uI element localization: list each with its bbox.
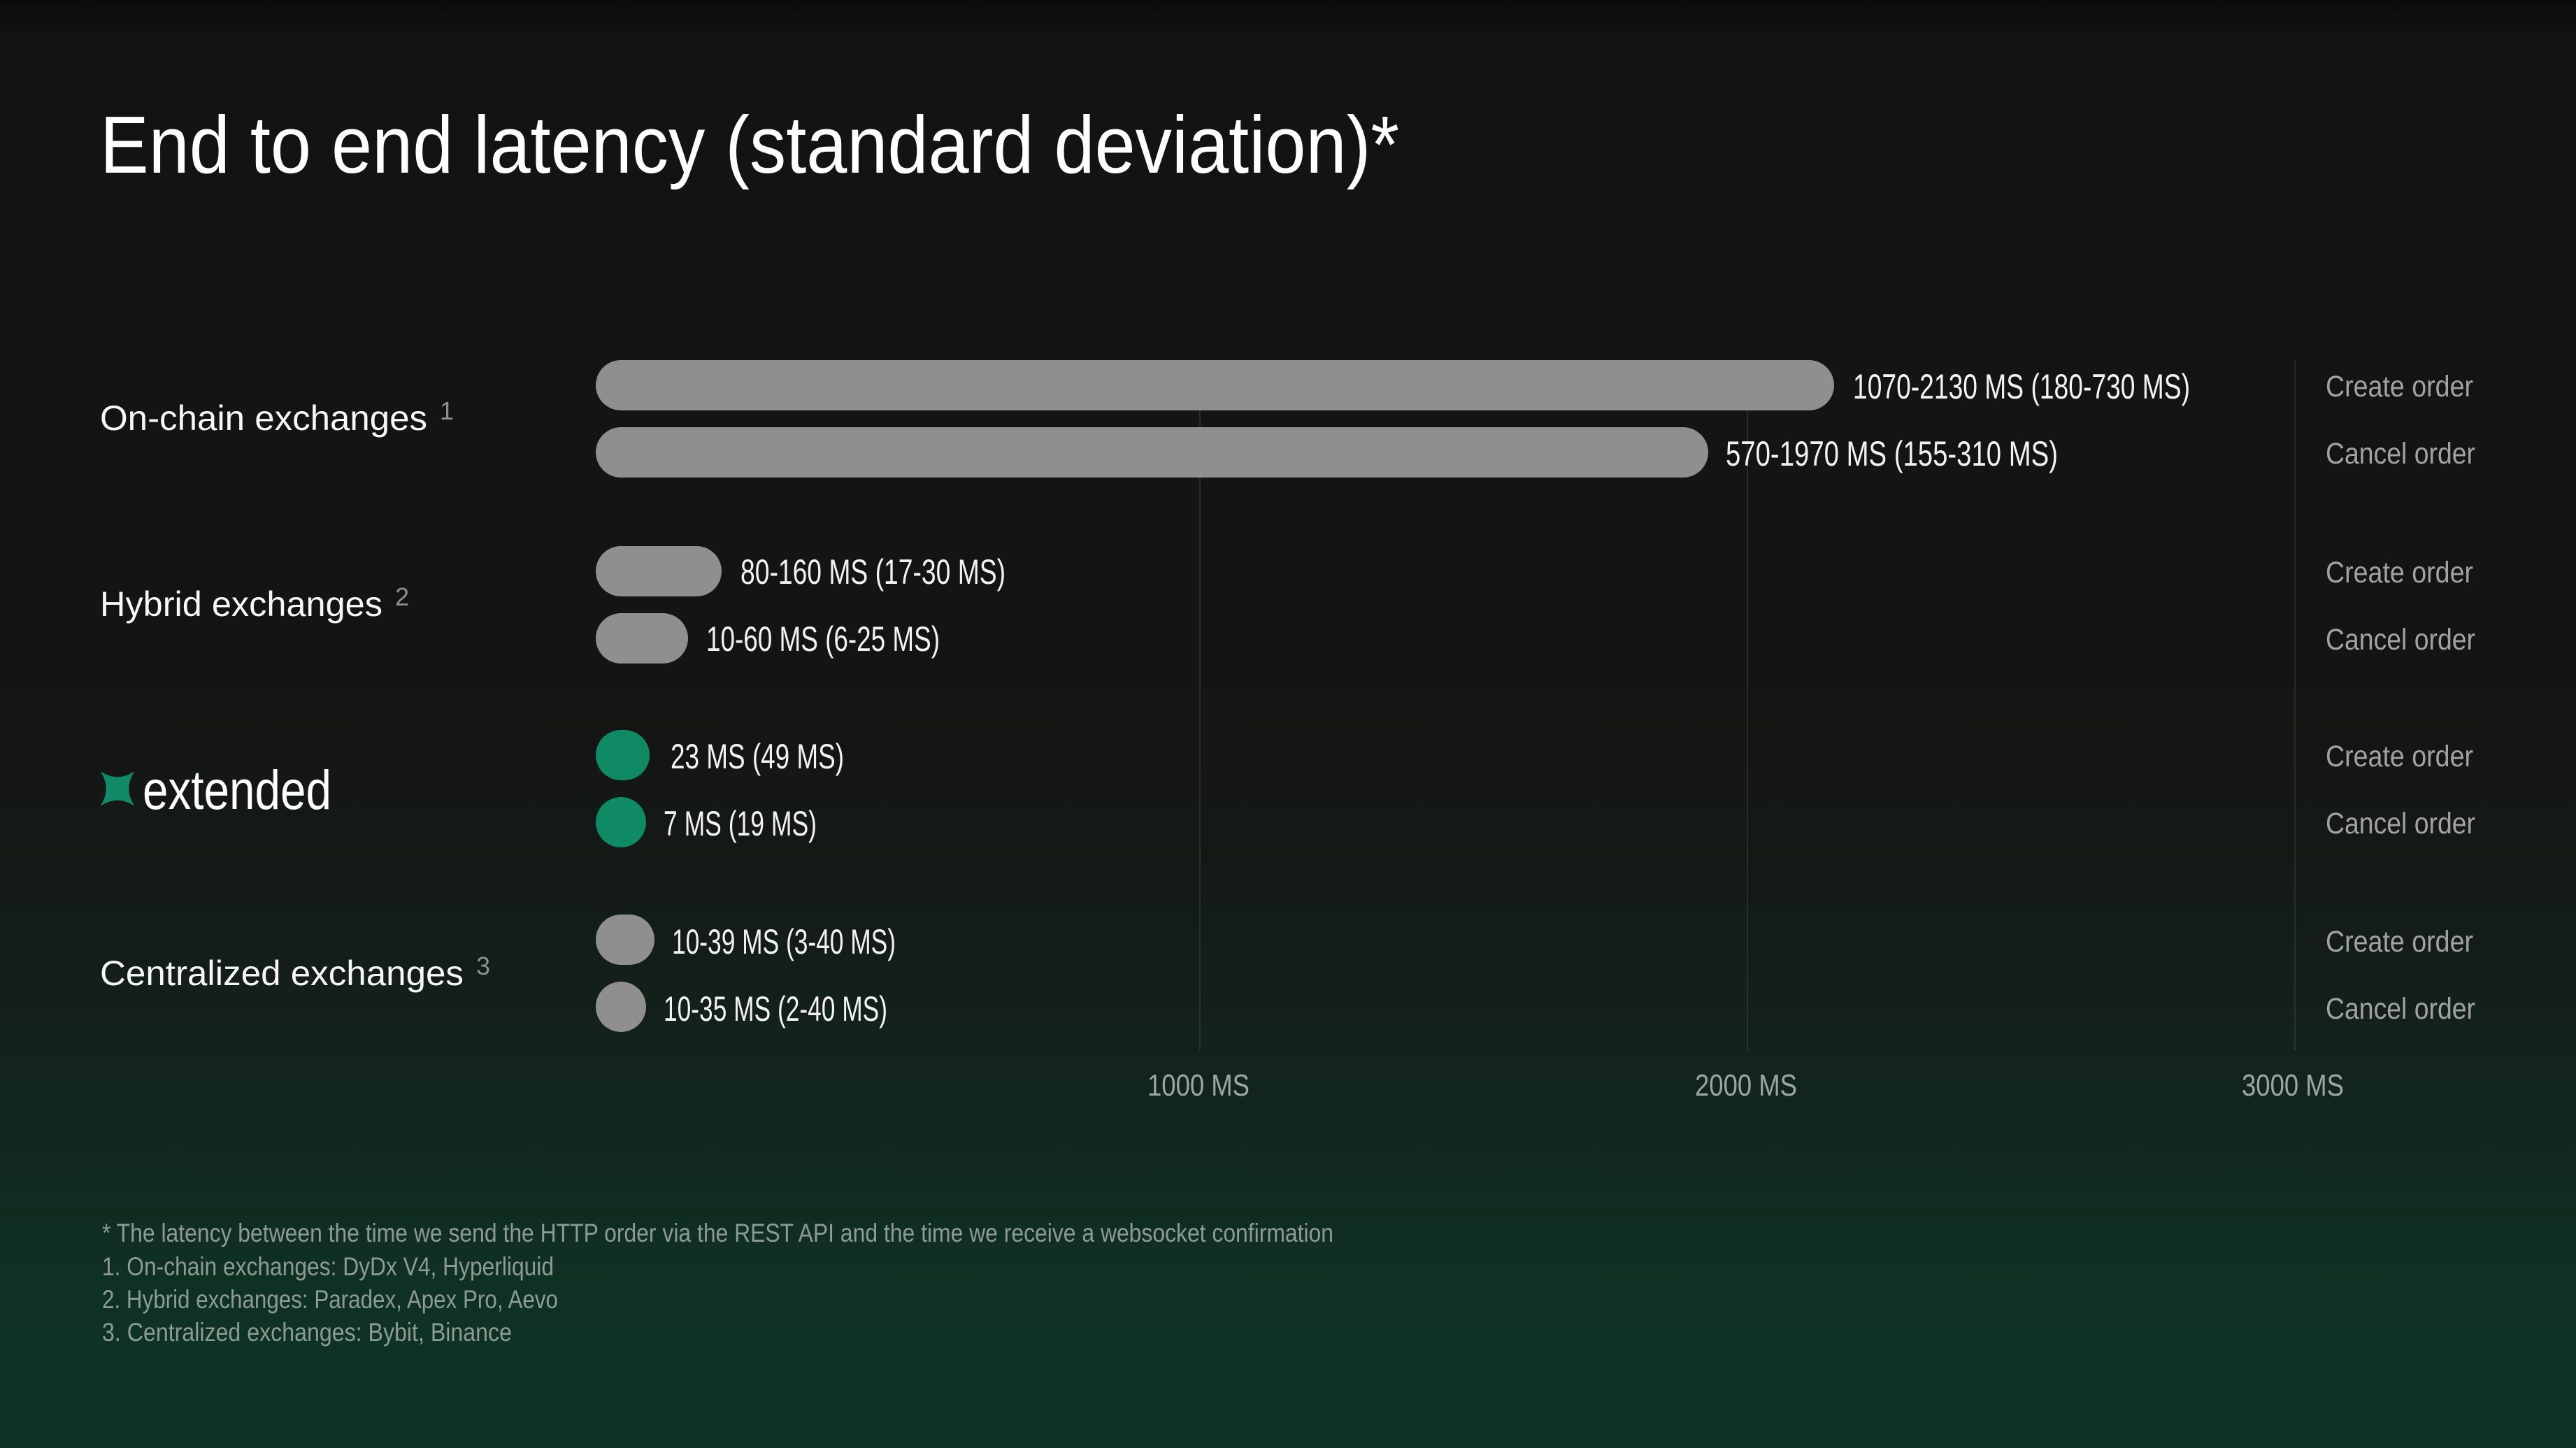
svg-text:Cancel order: Cancel order — [2326, 992, 2475, 1026]
svg-text:Create order: Create order — [2326, 370, 2473, 403]
svg-text:10-39 MS (3-40 MS): 10-39 MS (3-40 MS) — [672, 922, 896, 961]
svg-text:10-35 MS (2-40 MS): 10-35 MS (2-40 MS) — [664, 989, 887, 1028]
svg-text:7 MS (19 MS): 7 MS (19 MS) — [664, 804, 817, 843]
svg-text:Create order: Create order — [2326, 925, 2473, 959]
svg-text:Create order: Create order — [2326, 556, 2473, 589]
svg-text:3: 3 — [476, 952, 490, 980]
svg-text:Centralized exchanges: Centralized exchanges — [100, 954, 464, 993]
svg-text:Create order: Create order — [2326, 740, 2473, 773]
svg-text:extended: extended — [143, 759, 331, 821]
svg-text:2000 MS: 2000 MS — [1695, 1068, 1797, 1103]
svg-text:1070-2130 MS (180-730 MS): 1070-2130 MS (180-730 MS) — [1853, 367, 2190, 406]
svg-text:Cancel order: Cancel order — [2326, 437, 2475, 471]
svg-text:End to end latency (standard d: End to end latency (standard deviation)* — [100, 99, 1399, 190]
svg-text:2: 2 — [395, 582, 409, 611]
svg-text:570-1970 MS (155-310 MS): 570-1970 MS (155-310 MS) — [1726, 434, 2058, 473]
svg-text:3. Centralized exchanges: Bybi: 3. Centralized exchanges: Bybit, Binance — [102, 1318, 512, 1347]
svg-text:Cancel order: Cancel order — [2326, 623, 2475, 657]
svg-text:1000 MS: 1000 MS — [1147, 1068, 1250, 1103]
svg-text:80-160 MS (17-30 MS): 80-160 MS (17-30 MS) — [740, 552, 1006, 592]
svg-text:1: 1 — [440, 396, 454, 425]
svg-text:10-60 MS (6-25 MS): 10-60 MS (6-25 MS) — [706, 619, 940, 659]
svg-text:3000 MS: 3000 MS — [2242, 1068, 2344, 1103]
svg-text:Hybrid exchanges: Hybrid exchanges — [100, 585, 382, 624]
svg-text:Cancel order: Cancel order — [2326, 807, 2475, 840]
svg-text:2. Hybrid exchanges: Paradex,: 2. Hybrid exchanges: Paradex, Apex Pro, … — [102, 1285, 558, 1314]
svg-text:* The latency between the time: * The latency between the time we send t… — [102, 1219, 1333, 1247]
svg-text:23 MS (49 MS): 23 MS (49 MS) — [671, 737, 844, 776]
svg-text:On-chain exchanges: On-chain exchanges — [100, 399, 427, 438]
svg-text:1. On-chain exchanges: DyDx V4: 1. On-chain exchanges: DyDx V4, Hyperliq… — [102, 1252, 554, 1281]
